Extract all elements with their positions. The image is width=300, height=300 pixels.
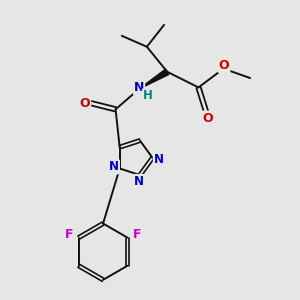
Text: O: O xyxy=(80,97,90,110)
Polygon shape xyxy=(139,69,169,89)
Text: O: O xyxy=(219,59,230,72)
Text: O: O xyxy=(202,112,213,124)
Text: N: N xyxy=(134,175,143,188)
Text: F: F xyxy=(133,228,142,241)
Text: F: F xyxy=(64,228,73,241)
Text: N: N xyxy=(134,81,144,94)
Text: H: H xyxy=(143,89,153,102)
Text: N: N xyxy=(109,160,119,173)
Text: N: N xyxy=(154,153,164,166)
